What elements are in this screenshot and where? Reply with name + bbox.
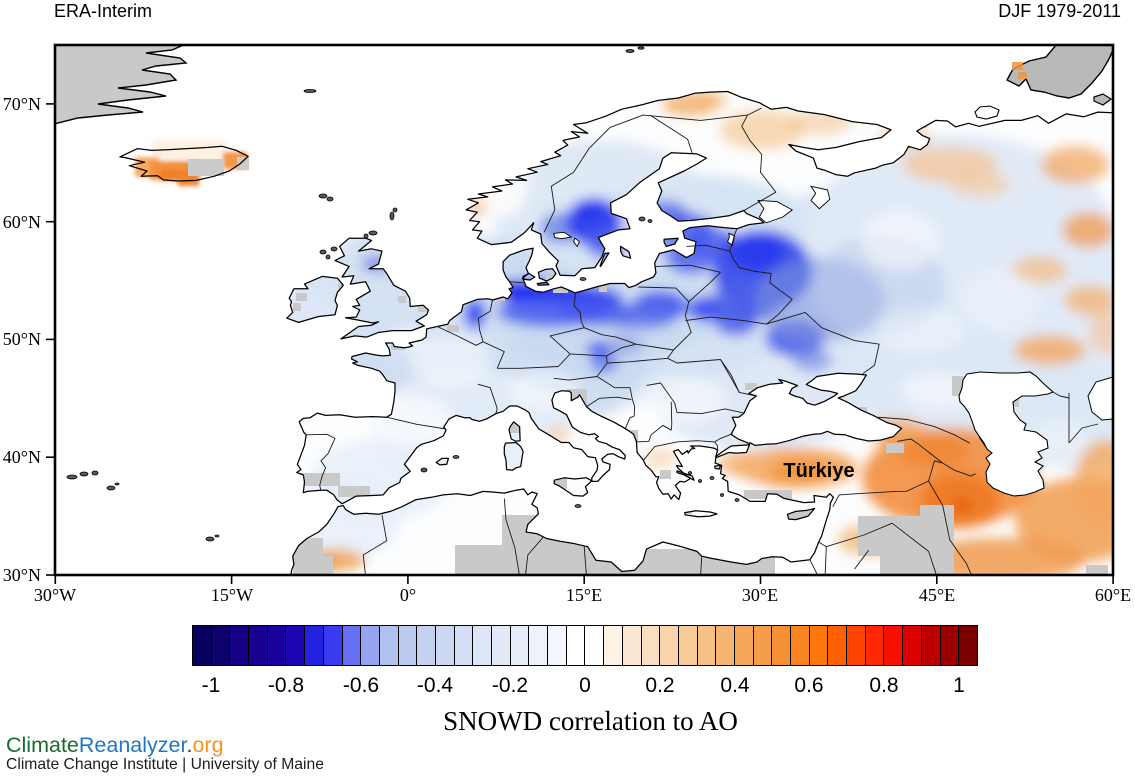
svg-text:Türkiye: Türkiye <box>783 460 854 482</box>
